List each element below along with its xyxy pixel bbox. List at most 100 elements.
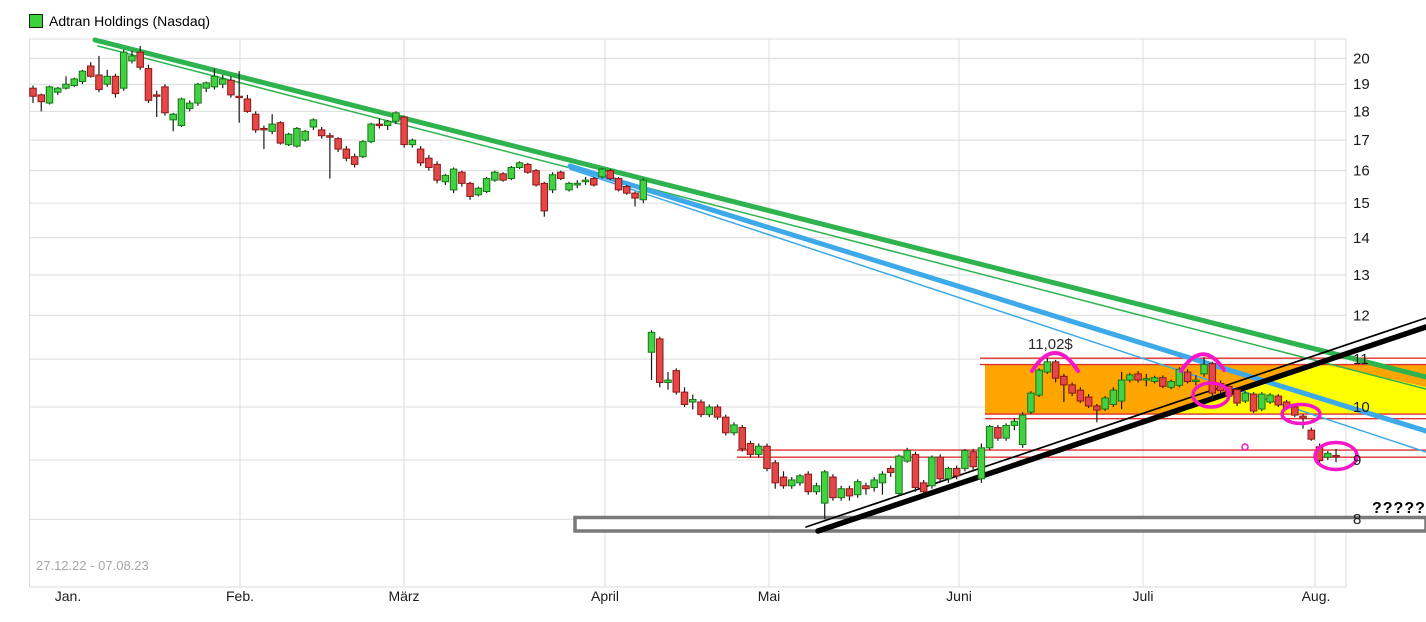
x-axis-month-label: Mai — [758, 588, 781, 604]
candle-body — [1307, 429, 1316, 440]
candle-body — [152, 94, 161, 97]
candle-body — [1159, 377, 1167, 387]
candle-body — [1002, 424, 1010, 439]
candle-body — [392, 112, 400, 122]
candle-body — [804, 473, 812, 493]
candle-body — [260, 127, 268, 131]
candle-body — [144, 68, 153, 101]
x-axis-month-label: März — [388, 588, 419, 604]
candle-body — [1093, 405, 1101, 411]
y-axis-tick-label: 17 — [1353, 132, 1370, 149]
candle-body — [119, 51, 128, 89]
candle-body — [746, 442, 755, 455]
candle-body — [1084, 396, 1093, 407]
candle-body — [903, 450, 911, 462]
candle-body — [928, 456, 936, 487]
candle-body — [664, 379, 672, 383]
candle-body — [1150, 377, 1159, 383]
candle-body — [952, 467, 961, 477]
candle-body — [309, 119, 318, 128]
candle-body — [1192, 379, 1200, 383]
legend-label: Adtran Holdings (Nasdaq) — [49, 13, 211, 29]
candle-body — [853, 481, 862, 496]
candle-body — [1126, 374, 1134, 381]
candle-body — [870, 479, 878, 489]
candle-body — [672, 370, 681, 393]
candle-body — [53, 87, 62, 93]
candle-body — [458, 171, 466, 184]
candle-body — [515, 162, 524, 168]
candle-body — [235, 95, 243, 99]
downtrend-green-thick — [92, 37, 1426, 380]
candle-body — [474, 187, 483, 196]
candle-body — [697, 401, 705, 416]
candle-body — [680, 391, 689, 405]
candle-body — [961, 450, 969, 469]
y-axis-tick-label: 20 — [1353, 50, 1370, 67]
candle-body — [565, 182, 573, 191]
candle-body — [185, 102, 194, 110]
candle-body — [1010, 420, 1019, 426]
candle-body — [1117, 379, 1126, 402]
y-axis-tick-label: 13 — [1353, 267, 1370, 284]
candle-body — [342, 148, 351, 159]
support-retest-circle — [1280, 402, 1322, 426]
candle-body — [334, 138, 342, 150]
small-marker-dot — [1241, 443, 1249, 451]
y-axis-tick-label: 10 — [1353, 399, 1370, 416]
candle-body — [763, 445, 771, 469]
candle-body — [441, 174, 450, 183]
y-axis-tick-label: 8 — [1353, 511, 1361, 528]
y-axis-tick-label: 15 — [1353, 195, 1370, 212]
candle-body — [1167, 381, 1175, 388]
candle-body — [812, 485, 821, 493]
candle-body — [796, 475, 804, 484]
candle-body — [631, 192, 639, 199]
candle-body — [936, 456, 944, 480]
candle-body — [994, 427, 1002, 439]
candle-body — [161, 86, 169, 114]
candle-body — [1018, 414, 1027, 446]
candle-body — [713, 406, 722, 418]
candle-body — [449, 168, 458, 191]
candle-body — [78, 70, 87, 83]
candle-body — [293, 127, 301, 147]
candle-body — [482, 178, 491, 192]
candle-body — [408, 139, 417, 146]
downtrend-green-thin — [97, 45, 1426, 390]
candle-body — [787, 479, 796, 487]
candle-body — [433, 163, 441, 181]
candle-body — [1249, 393, 1258, 412]
candle-body — [103, 75, 111, 85]
candle-body — [705, 406, 714, 416]
candle-body — [70, 78, 78, 87]
candle-body — [524, 163, 532, 173]
candle-body — [656, 338, 664, 383]
candle-body — [284, 133, 293, 146]
y-axis-tick-label: 11 — [1353, 351, 1369, 368]
gray-support-bar — [573, 515, 1426, 533]
candle-body — [911, 453, 920, 489]
candle-body — [169, 113, 177, 121]
candle-body — [532, 170, 540, 186]
legend: Adtran Holdings (Nasdaq) — [29, 13, 210, 29]
candle-body — [62, 83, 70, 89]
candle-body — [400, 116, 408, 146]
candle-body — [507, 166, 516, 180]
candle-body — [557, 171, 565, 180]
candle-body — [862, 485, 870, 490]
candle-body — [820, 471, 829, 504]
candle-body — [1027, 392, 1035, 413]
candle-body — [977, 447, 986, 480]
candle-body — [1051, 361, 1060, 379]
y-axis-tick-label: 16 — [1353, 163, 1370, 180]
y-axis-tick-label: 19 — [1353, 76, 1370, 93]
candle-body — [1291, 406, 1299, 416]
candle-body — [1060, 375, 1068, 386]
candle-body — [1101, 397, 1109, 410]
candle-body — [1035, 369, 1043, 396]
candle-body — [227, 79, 235, 96]
candle-body — [1332, 455, 1340, 458]
